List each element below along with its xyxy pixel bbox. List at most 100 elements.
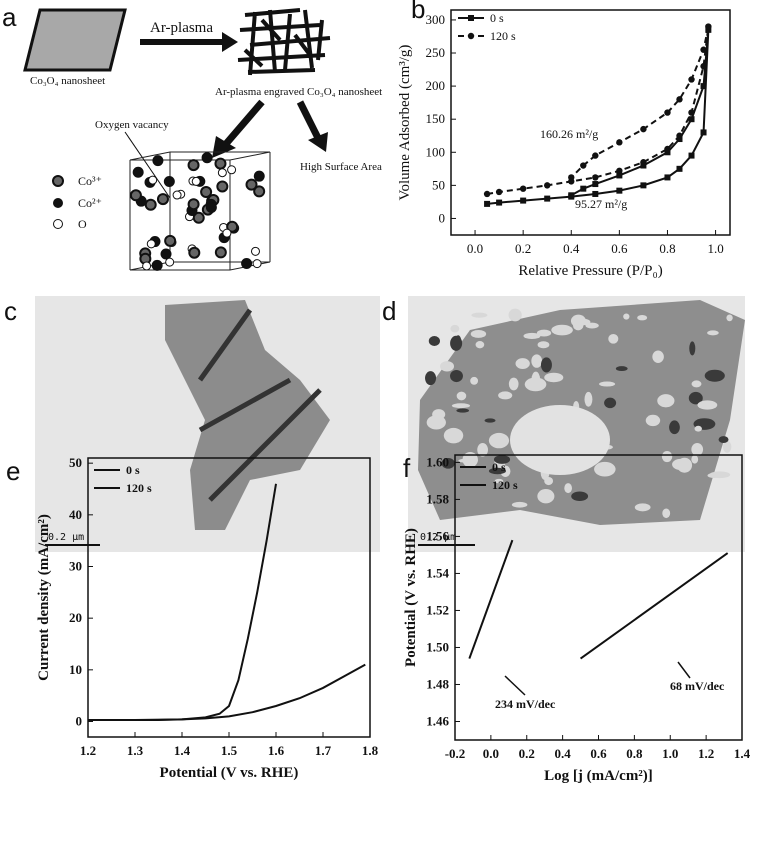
pore xyxy=(484,418,496,423)
x-axis-title: Potential (V vs. RHE) xyxy=(160,765,299,781)
annotation-arrow xyxy=(677,661,691,679)
atom xyxy=(201,152,213,164)
y-tick-label: 20 xyxy=(69,610,82,625)
marker xyxy=(616,187,623,194)
marker xyxy=(688,109,695,116)
y-tick-label: 1.56 xyxy=(426,528,449,543)
legend-marker xyxy=(468,15,474,21)
pore xyxy=(661,451,673,463)
pore xyxy=(531,354,543,368)
x-tick-label: 1.2 xyxy=(698,746,714,761)
annotation: 234 mV/dec xyxy=(495,697,556,711)
caption: High Surface Area xyxy=(300,161,382,173)
pore xyxy=(471,312,488,318)
atom xyxy=(226,220,239,233)
pore xyxy=(510,405,610,475)
x-tick-label: 0.4 xyxy=(555,746,572,761)
panel-label: b xyxy=(411,0,425,24)
marker xyxy=(676,132,683,139)
pore xyxy=(669,420,680,435)
pore xyxy=(441,457,455,469)
y-tick-label: 1.46 xyxy=(426,713,449,728)
pore xyxy=(428,335,440,347)
pore xyxy=(536,329,552,337)
atom xyxy=(187,198,200,211)
marker xyxy=(592,152,599,159)
pore xyxy=(709,471,731,479)
marker xyxy=(568,174,575,181)
unit-cell xyxy=(129,151,271,271)
panel-label: f xyxy=(403,453,411,483)
pore xyxy=(623,313,630,320)
marker xyxy=(616,172,623,179)
scale-text: 0.2 µm xyxy=(420,532,456,543)
caption: Oxygen vacancy xyxy=(95,119,169,131)
atom xyxy=(241,257,253,269)
y-tick-label: 100 xyxy=(426,144,446,159)
marker xyxy=(544,195,551,202)
legend-atom xyxy=(53,198,63,208)
marker xyxy=(592,174,599,181)
legend-text: O xyxy=(78,217,87,231)
y-tick-label: 0 xyxy=(439,210,446,225)
pore xyxy=(456,391,467,401)
y-tick-label: 1.50 xyxy=(426,639,449,654)
marker xyxy=(688,152,695,159)
x-tick-label: 0.6 xyxy=(611,241,628,256)
marker xyxy=(676,165,683,172)
pore xyxy=(432,409,446,420)
pore xyxy=(470,329,487,338)
pore xyxy=(440,361,455,372)
marker xyxy=(700,83,707,90)
y-tick-label: 1.54 xyxy=(426,565,449,580)
pore xyxy=(508,308,522,322)
atom xyxy=(214,246,227,259)
marker xyxy=(640,125,647,133)
pore xyxy=(540,357,552,373)
atom xyxy=(216,180,229,193)
atom xyxy=(253,170,265,182)
x-tick-label: 0.0 xyxy=(467,241,483,256)
atom xyxy=(188,246,201,259)
panel-label: a xyxy=(2,2,17,32)
marker xyxy=(519,185,527,192)
marker xyxy=(496,199,503,206)
x-tick-label: 1.7 xyxy=(315,743,332,758)
atom xyxy=(205,202,217,214)
pore xyxy=(515,358,530,369)
pore xyxy=(691,442,704,456)
pore xyxy=(456,408,470,413)
nanosheet xyxy=(23,8,127,72)
pore xyxy=(637,314,648,321)
y-tick-label: 1.58 xyxy=(426,491,449,506)
pore xyxy=(450,324,460,333)
series-line xyxy=(486,26,710,195)
plot-frame xyxy=(450,9,731,236)
atom xyxy=(164,234,177,247)
atom xyxy=(250,246,260,256)
pore xyxy=(585,322,599,329)
marker xyxy=(616,139,623,146)
atom xyxy=(163,176,175,188)
arrow xyxy=(222,99,265,148)
x-tick-label: 1.6 xyxy=(268,743,285,758)
atoms xyxy=(129,152,266,271)
x-tick-label: 0.6 xyxy=(590,746,607,761)
marker xyxy=(664,174,671,181)
y-tick-label: 1.60 xyxy=(426,454,449,469)
pore xyxy=(718,436,729,443)
atom xyxy=(253,185,266,198)
y-tick-label: 50 xyxy=(69,455,82,470)
legend-label: 0 s xyxy=(126,463,140,477)
marker xyxy=(664,149,671,156)
panel-label: d xyxy=(382,296,396,326)
marker xyxy=(544,182,551,189)
pore xyxy=(570,314,586,328)
marker xyxy=(700,63,707,70)
marker xyxy=(705,23,712,30)
atom xyxy=(152,155,164,167)
pore xyxy=(551,324,573,336)
atom xyxy=(227,165,237,175)
pore xyxy=(584,391,593,407)
